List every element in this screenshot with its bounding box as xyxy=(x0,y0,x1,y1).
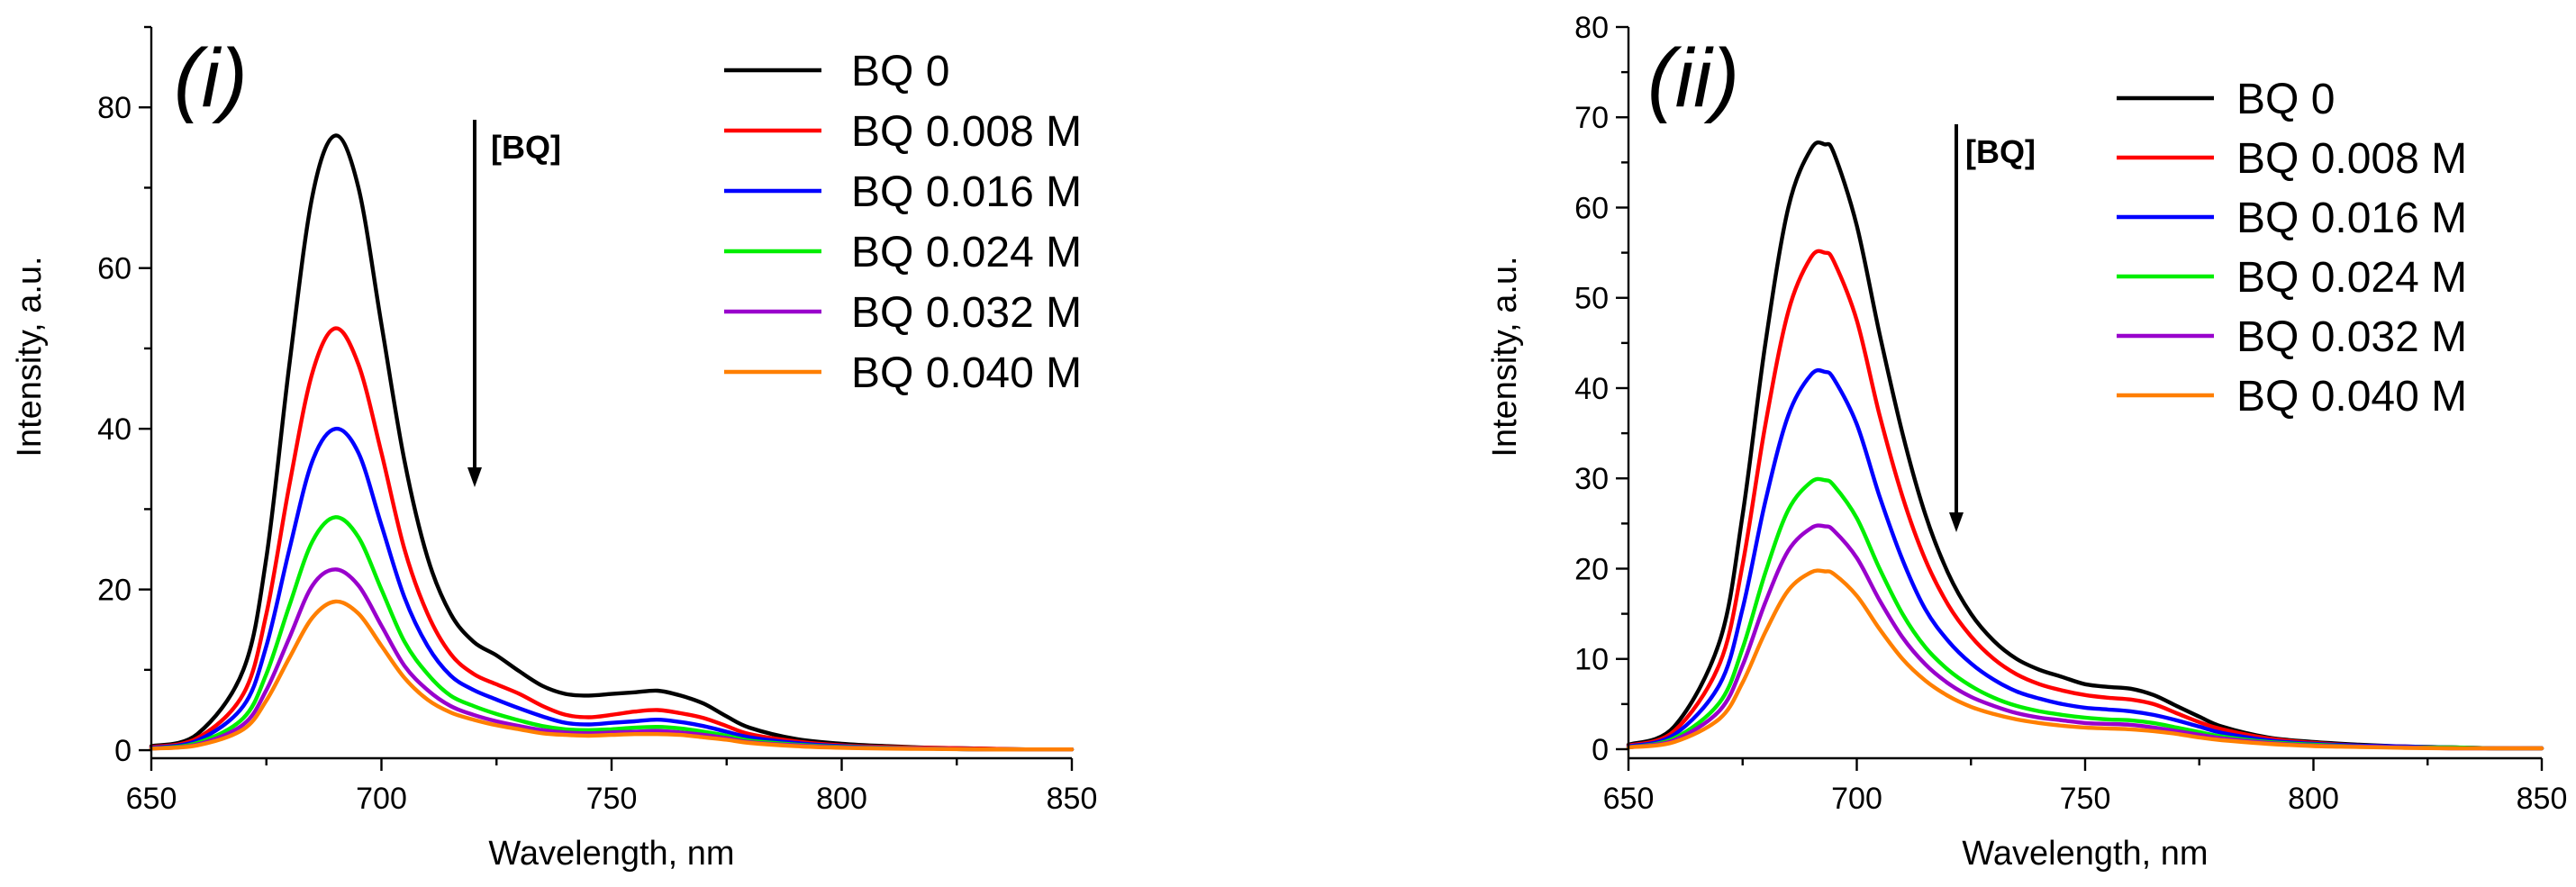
x-tick-label: 750 xyxy=(2060,782,2111,816)
legend-label: BQ 0.024 M xyxy=(2236,254,2467,302)
bq-annotation: [BQ] xyxy=(1965,133,2036,170)
series-line-bq-0-040-m xyxy=(1626,568,2544,751)
x-tick-label: 800 xyxy=(816,782,867,816)
legend-label: BQ 0.016 M xyxy=(2236,195,2467,242)
y-tick-label: 20 xyxy=(97,574,132,608)
series-line-bq-0-040-m xyxy=(149,599,1075,752)
legend-label: BQ 0.040 M xyxy=(2236,373,2467,421)
legend-label: BQ 0 xyxy=(851,48,949,95)
x-tick-label: 650 xyxy=(1603,782,1655,816)
legend-label: BQ 0.032 M xyxy=(851,289,1082,337)
series-line-bq-0 xyxy=(149,133,1075,752)
legend-label: BQ 0.008 M xyxy=(851,108,1082,156)
legend: BQ 0 BQ 0.008 M BQ 0.016 M BQ 0.024 M BQ 0.0… xyxy=(2117,76,2467,421)
x-tick-label: 850 xyxy=(1047,782,1098,816)
arrow-head-icon xyxy=(467,467,482,487)
y-tick-label: 10 xyxy=(1574,643,1609,677)
x-axis-title: Wavelength, nm xyxy=(1962,835,2208,873)
y-axis-title: Intensity, a.u. xyxy=(11,256,49,457)
legend-label: BQ 0 xyxy=(2236,76,2335,123)
x-tick-label: 700 xyxy=(1831,782,1882,816)
x-tick-label: 850 xyxy=(2517,782,2568,816)
y-tick-label: 20 xyxy=(1574,552,1609,586)
x-tick-label: 700 xyxy=(356,782,407,816)
legend-label: BQ 0.040 M xyxy=(851,349,1082,397)
y-tick-label: 30 xyxy=(1574,462,1609,496)
series-line-bq-0-032-m xyxy=(1626,523,2544,751)
y-axis-title: Intensity, a.u. xyxy=(1486,256,1524,457)
chart-panel-i: 650 700 750 800 850 0 20 40 60 80 Wavelength, nm In… xyxy=(11,25,1098,873)
y-tick-label: 70 xyxy=(1574,101,1609,135)
legend-label: BQ 0.032 M xyxy=(2236,313,2467,361)
y-tick-label: 50 xyxy=(1574,282,1609,316)
x-tick-label: 800 xyxy=(2288,782,2339,816)
legend-label: BQ 0.016 M xyxy=(851,168,1082,216)
series-group xyxy=(149,133,1075,752)
x-tick-label: 750 xyxy=(586,782,638,816)
y-tick-label: 0 xyxy=(1592,733,1609,767)
series-group xyxy=(1626,140,2544,751)
x-axis-title: Wavelength, nm xyxy=(488,835,734,873)
y-tick-label: 80 xyxy=(97,91,132,125)
x-tick-label: 650 xyxy=(126,782,177,816)
y-tick-label: 60 xyxy=(1574,191,1609,225)
chart-panel-ii: 650 700 750 800 850 0 10 20 30 40 50 60 70 80 Waveleng… xyxy=(1486,11,2567,873)
arrow-head-icon xyxy=(1949,512,1964,532)
bq-annotation: [BQ] xyxy=(491,129,561,166)
y-tick-label: 40 xyxy=(97,412,132,447)
legend-label: BQ 0.008 M xyxy=(2236,135,2467,183)
panel-label: (i) xyxy=(174,32,248,124)
panel-label: (ii) xyxy=(1647,32,1739,124)
legend-label: BQ 0.024 M xyxy=(851,229,1082,276)
legend: BQ 0 BQ 0.008 M BQ 0.016 M BQ 0.024 M BQ 0.0… xyxy=(724,48,1082,397)
y-tick-label: 40 xyxy=(1574,372,1609,406)
y-tick-label: 0 xyxy=(114,734,132,768)
y-tick-label: 80 xyxy=(1574,11,1609,45)
y-tick-label: 60 xyxy=(97,252,132,286)
